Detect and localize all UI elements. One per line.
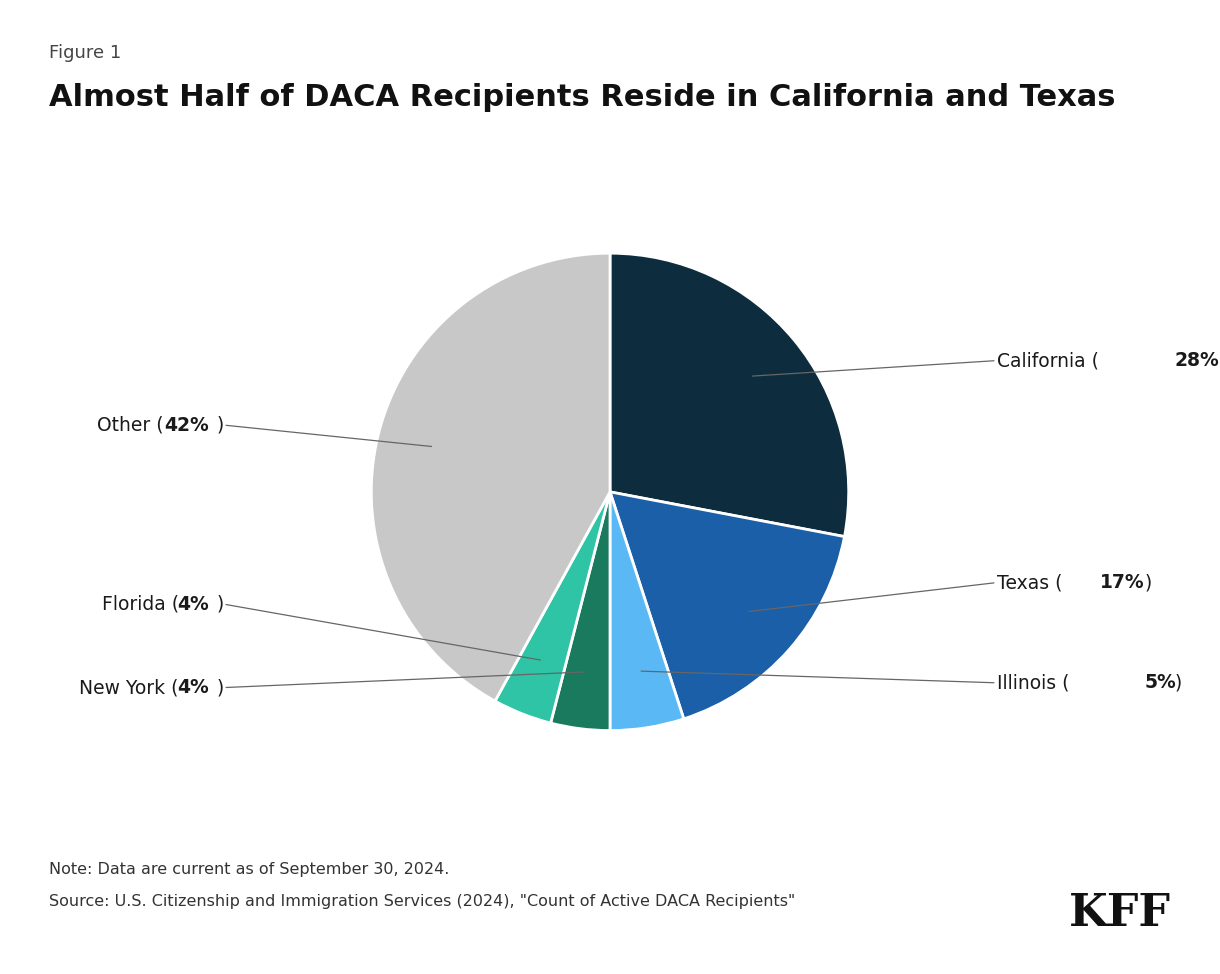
Text: California (: California ( [997, 351, 1099, 370]
Text: ): ) [216, 416, 223, 434]
Text: KFF: KFF [1069, 892, 1171, 935]
Text: Figure 1: Figure 1 [49, 44, 121, 61]
Text: 4%: 4% [177, 594, 209, 614]
Text: ): ) [1175, 673, 1181, 693]
Wedge shape [550, 492, 610, 730]
Wedge shape [610, 492, 683, 730]
Text: ): ) [216, 594, 223, 614]
Text: ): ) [216, 678, 223, 697]
Text: New York (: New York ( [79, 678, 179, 697]
Text: 28%: 28% [1175, 351, 1219, 370]
Text: Illinois (: Illinois ( [997, 673, 1069, 693]
Wedge shape [610, 253, 849, 537]
Text: ): ) [1219, 351, 1220, 370]
Wedge shape [495, 492, 610, 723]
Text: Florida (: Florida ( [101, 594, 179, 614]
Text: Texas (: Texas ( [997, 573, 1063, 592]
Text: 42%: 42% [163, 416, 209, 434]
Text: 17%: 17% [1100, 573, 1144, 592]
Text: Other (: Other ( [98, 416, 165, 434]
Text: Source: U.S. Citizenship and Immigration Services (2024), "Count of Active DACA : Source: U.S. Citizenship and Immigration… [49, 894, 795, 909]
Text: Note: Data are current as of September 30, 2024.: Note: Data are current as of September 3… [49, 862, 449, 877]
Text: ): ) [1144, 573, 1152, 592]
Wedge shape [610, 492, 844, 719]
Text: 4%: 4% [177, 678, 209, 697]
Wedge shape [371, 253, 610, 701]
Text: 5%: 5% [1144, 673, 1176, 693]
Text: Almost Half of DACA Recipients Reside in California and Texas: Almost Half of DACA Recipients Reside in… [49, 83, 1115, 112]
